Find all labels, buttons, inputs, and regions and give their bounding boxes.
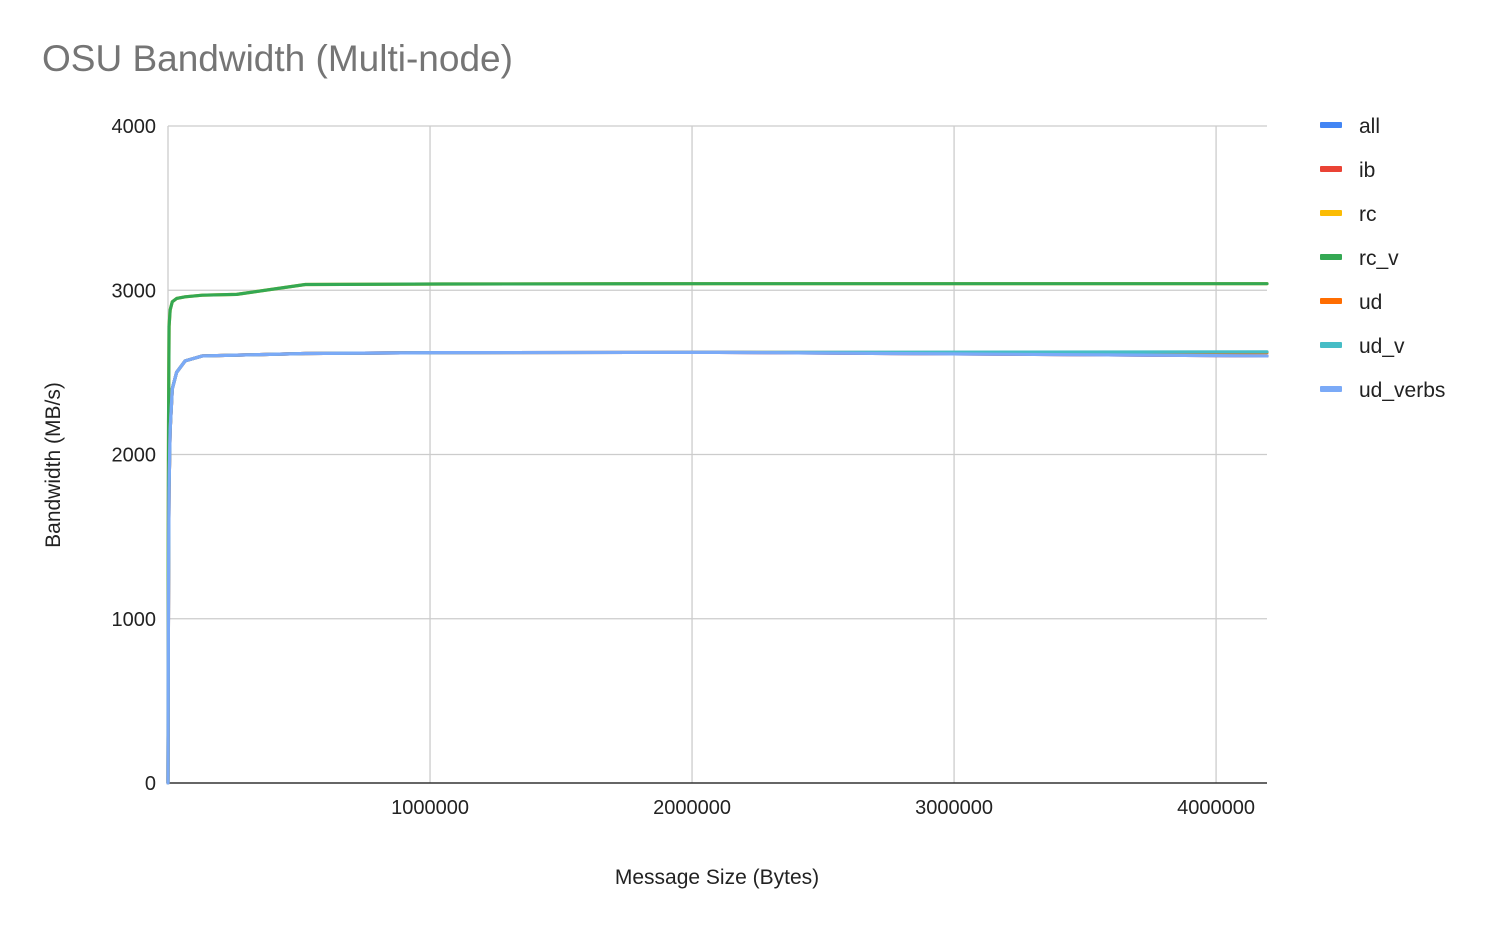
series-line-ud-verbs: [166, 350, 1269, 785]
legend-label-ib: ib: [1359, 159, 1375, 182]
y-tick-label: 0: [145, 773, 156, 795]
legend-label-ud-v: ud_v: [1359, 335, 1405, 358]
series-line-rc: [166, 282, 1269, 785]
legend-swatch-ud-verbs: [1320, 386, 1342, 392]
legend-label-rc-v: rc_v: [1359, 247, 1399, 270]
legend-label-rc: rc: [1359, 203, 1377, 226]
x-tick-label: 3000000: [915, 797, 993, 819]
y-tick-label: 1000: [112, 609, 157, 631]
series-line-ud-v: [166, 350, 1269, 785]
series-line-rc-v: [166, 282, 1269, 785]
x-tick-label: 4000000: [1177, 797, 1255, 819]
series-line-ib: [166, 350, 1269, 785]
legend-swatch-ib: [1320, 166, 1342, 172]
y-tick-label: 3000: [112, 280, 157, 302]
chart-title: OSU Bandwidth (Multi-node): [42, 38, 513, 79]
legend-label-all: all: [1359, 115, 1380, 138]
legend-swatch-rc: [1320, 210, 1342, 216]
x-axis-label: Message Size (Bytes): [614, 866, 820, 889]
y-tick-label: 2000: [112, 445, 157, 467]
legend-swatch-rc-v: [1320, 254, 1342, 260]
series-line-all: [166, 350, 1269, 785]
x-tick-label: 1000000: [391, 797, 469, 819]
legend-swatch-ud: [1320, 298, 1342, 304]
legend-swatch-all: [1320, 122, 1342, 128]
x-tick-label: 2000000: [653, 797, 731, 819]
legend-label-ud-verbs: ud_verbs: [1359, 379, 1445, 402]
legend-label-ud: ud: [1359, 291, 1382, 314]
legend-swatch-ud-v: [1320, 342, 1342, 348]
y-tick-label: 4000: [112, 116, 157, 138]
series-line-ud: [166, 350, 1269, 785]
